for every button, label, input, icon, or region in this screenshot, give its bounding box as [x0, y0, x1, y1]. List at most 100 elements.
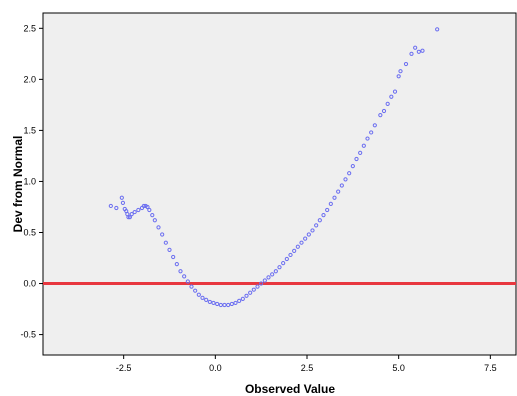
data-point	[215, 301, 220, 307]
data-point	[207, 299, 212, 305]
data-point	[174, 262, 179, 267]
y-tick-label: 0.5	[23, 227, 36, 237]
data-point	[150, 213, 155, 218]
x-axis-ticks: -2.5 0.0 2.5 5.0 7.5	[116, 355, 497, 373]
data-point	[299, 240, 304, 245]
data-point	[336, 189, 341, 194]
data-point	[273, 269, 278, 274]
data-point	[108, 203, 113, 209]
data-point	[288, 252, 293, 258]
data-point	[182, 274, 187, 279]
data-point	[303, 236, 308, 241]
x-tick-label: 2.5	[301, 363, 314, 373]
data-point	[409, 51, 414, 56]
data-point	[189, 284, 194, 289]
data-point	[129, 212, 134, 217]
data-point	[321, 213, 326, 218]
data-point	[420, 48, 425, 53]
data-point	[403, 61, 409, 67]
data-point	[240, 296, 245, 301]
data-point	[156, 225, 161, 230]
data-point	[392, 89, 398, 94]
data-point	[248, 290, 253, 295]
x-tick-label: 0.0	[209, 363, 222, 373]
data-point	[398, 69, 403, 74]
data-point	[385, 101, 390, 106]
y-tick-label: 0.0	[23, 279, 36, 289]
data-point	[127, 215, 132, 220]
data-point	[152, 218, 157, 223]
data-point	[372, 123, 377, 128]
data-point	[259, 281, 264, 286]
data-point	[251, 287, 256, 292]
data-point	[178, 269, 183, 274]
data-point	[295, 244, 300, 249]
data-point	[171, 254, 176, 260]
data-point	[226, 302, 231, 308]
y-tick-label: 1.0	[23, 176, 36, 186]
data-point	[229, 301, 234, 307]
data-point	[204, 297, 209, 302]
plot-area	[42, 12, 517, 356]
data-point	[354, 156, 359, 162]
data-points	[108, 27, 440, 308]
data-point	[361, 143, 366, 148]
data-point	[141, 203, 146, 209]
data-point	[185, 279, 190, 284]
data-point	[325, 207, 330, 213]
data-point	[343, 177, 348, 182]
data-point	[145, 204, 150, 210]
data-point	[339, 183, 344, 188]
data-point	[277, 265, 282, 270]
data-point	[396, 74, 401, 79]
data-point	[255, 284, 260, 289]
data-point	[114, 205, 119, 211]
x-tick-label: 7.5	[484, 363, 497, 373]
y-axis-title: Dev from Normal	[11, 136, 25, 233]
data-point	[132, 209, 137, 215]
data-point	[237, 298, 242, 303]
data-point	[196, 292, 201, 297]
data-point	[350, 164, 355, 169]
data-point	[200, 295, 205, 300]
x-tick-label: 5.0	[392, 363, 405, 373]
data-point	[193, 288, 198, 293]
data-point	[136, 207, 141, 213]
data-point	[381, 108, 387, 114]
y-tick-label: -0.5	[20, 330, 36, 340]
data-point	[167, 247, 172, 252]
data-point	[306, 232, 311, 237]
data-point	[416, 49, 421, 54]
data-point	[119, 195, 124, 200]
data-point	[365, 136, 370, 141]
data-point	[413, 45, 418, 50]
data-point	[281, 261, 286, 266]
data-point	[347, 171, 352, 176]
y-tick-label: 2.5	[23, 23, 36, 33]
data-point	[435, 27, 440, 32]
data-point	[317, 218, 322, 223]
data-point	[358, 150, 363, 155]
x-tick-label: -2.5	[116, 363, 132, 373]
data-point	[270, 272, 275, 277]
data-point	[211, 300, 216, 306]
y-tick-label: 2.0	[23, 74, 36, 84]
data-point	[120, 200, 126, 205]
data-point	[262, 278, 267, 283]
data-point	[310, 228, 315, 233]
data-point	[147, 207, 152, 213]
data-point	[244, 293, 249, 298]
data-point	[284, 256, 289, 262]
data-point	[160, 232, 165, 237]
data-point	[314, 223, 319, 228]
data-point	[328, 201, 333, 207]
data-point	[126, 215, 131, 220]
data-point	[163, 240, 168, 245]
x-axis-title: Observed Value	[245, 382, 335, 396]
y-tick-label: 1.5	[23, 125, 36, 135]
data-point	[369, 130, 374, 135]
y-axis-ticks: -0.5 0.0 0.5 1.0 1.5 2.0 2.5	[20, 23, 43, 340]
data-point	[378, 112, 383, 118]
data-point	[389, 94, 394, 99]
